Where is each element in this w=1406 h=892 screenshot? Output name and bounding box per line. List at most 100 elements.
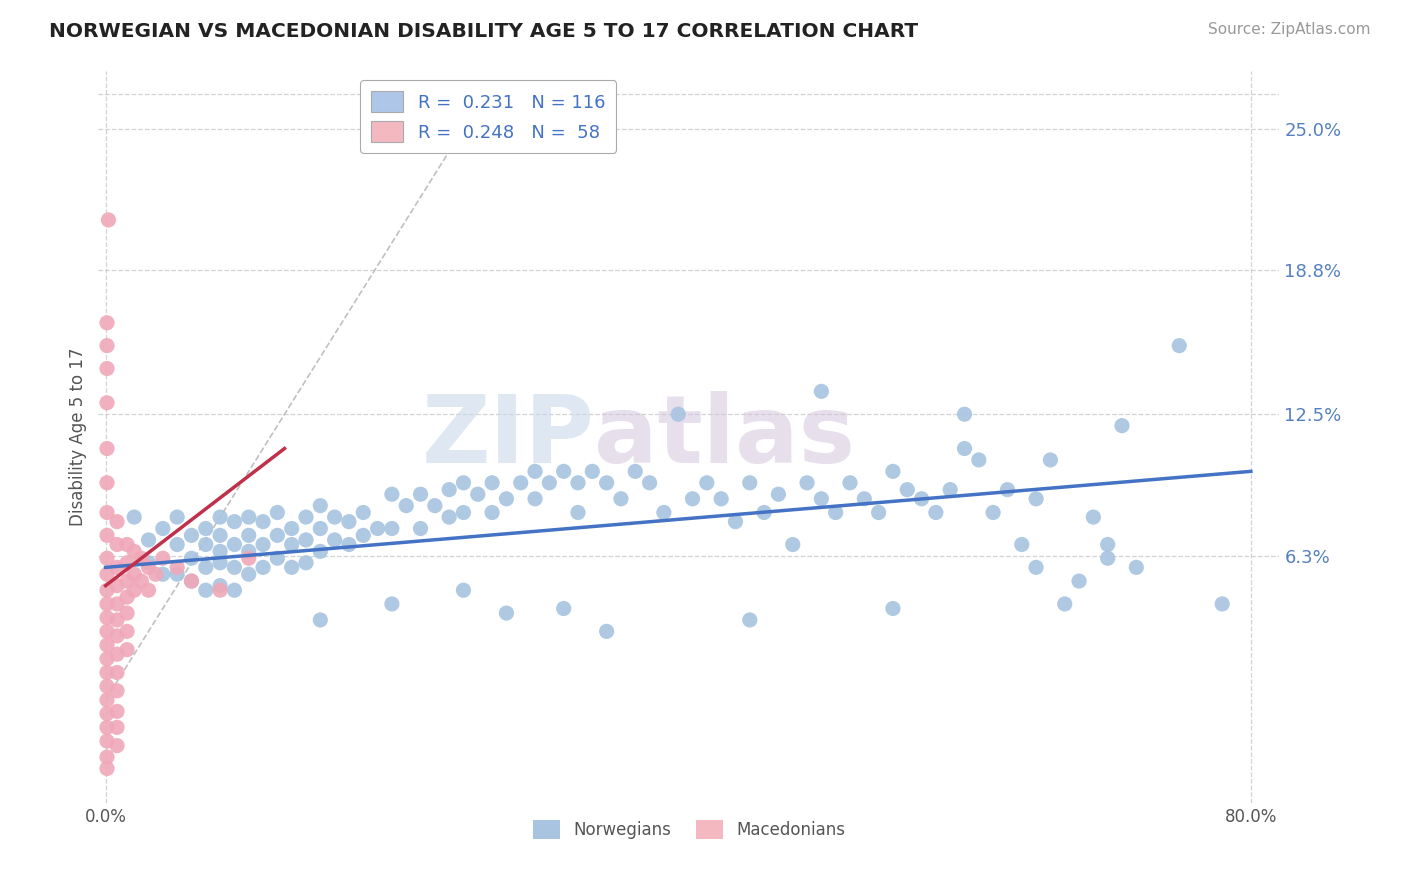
Point — [710, 491, 733, 506]
Point — [953, 442, 976, 456]
Point — [115, 574, 138, 588]
Point — [280, 537, 302, 551]
Point — [105, 629, 128, 643]
Point — [138, 560, 160, 574]
Point — [810, 491, 832, 506]
Point — [115, 642, 138, 657]
Point — [180, 574, 202, 588]
Y-axis label: Disability Age 5 to 17: Disability Age 5 to 17 — [69, 348, 87, 526]
Point — [252, 560, 274, 574]
Point — [652, 506, 675, 520]
Point — [1011, 537, 1033, 551]
Point — [166, 537, 188, 551]
Point — [105, 515, 128, 529]
Point — [295, 556, 318, 570]
Point — [810, 384, 832, 399]
Point — [939, 483, 962, 497]
Point — [581, 464, 603, 478]
Point — [997, 483, 1019, 497]
Point — [238, 551, 260, 566]
Point — [105, 683, 128, 698]
Point — [180, 528, 202, 542]
Point — [96, 693, 118, 707]
Point — [453, 475, 475, 490]
Point — [925, 506, 948, 520]
Point — [105, 705, 128, 719]
Point — [1097, 551, 1119, 566]
Point — [96, 442, 118, 456]
Point — [666, 407, 689, 421]
Point — [567, 475, 589, 490]
Text: Source: ZipAtlas.com: Source: ZipAtlas.com — [1208, 22, 1371, 37]
Point — [868, 506, 890, 520]
Point — [194, 537, 217, 551]
Point — [882, 601, 904, 615]
Point — [738, 613, 761, 627]
Point — [96, 506, 118, 520]
Point — [481, 475, 503, 490]
Point — [131, 574, 153, 588]
Point — [437, 483, 460, 497]
Point — [96, 361, 118, 376]
Point — [553, 464, 575, 478]
Point — [96, 734, 118, 748]
Text: atlas: atlas — [595, 391, 855, 483]
Point — [115, 537, 138, 551]
Point — [295, 533, 318, 547]
Point — [1111, 418, 1133, 433]
Point — [105, 537, 128, 551]
Point — [524, 491, 547, 506]
Point — [266, 551, 288, 566]
Point — [115, 590, 138, 604]
Point — [166, 567, 188, 582]
Point — [409, 487, 432, 501]
Point — [910, 491, 932, 506]
Point — [624, 464, 647, 478]
Point — [280, 560, 302, 574]
Point — [495, 491, 517, 506]
Point — [96, 679, 118, 693]
Point — [96, 610, 118, 624]
Point — [782, 537, 804, 551]
Point — [105, 597, 128, 611]
Point — [180, 574, 202, 588]
Point — [309, 521, 332, 535]
Point — [122, 544, 145, 558]
Point — [423, 499, 446, 513]
Point — [194, 521, 217, 535]
Point — [238, 510, 260, 524]
Point — [209, 556, 232, 570]
Point — [309, 613, 332, 627]
Point — [266, 506, 288, 520]
Point — [1125, 560, 1147, 574]
Point — [96, 528, 118, 542]
Point — [96, 396, 118, 410]
Point — [610, 491, 633, 506]
Point — [352, 528, 374, 542]
Point — [166, 560, 188, 574]
Point — [495, 606, 517, 620]
Legend: Norwegians, Macedonians: Norwegians, Macedonians — [526, 814, 852, 846]
Point — [96, 316, 118, 330]
Point — [882, 464, 904, 478]
Point — [96, 638, 118, 652]
Point — [209, 528, 232, 542]
Point — [553, 601, 575, 615]
Point — [896, 483, 918, 497]
Point — [194, 583, 217, 598]
Point — [953, 407, 976, 421]
Point — [453, 506, 475, 520]
Point — [1039, 453, 1062, 467]
Point — [467, 487, 489, 501]
Point — [224, 537, 246, 551]
Point — [238, 528, 260, 542]
Point — [323, 533, 346, 547]
Point — [96, 583, 118, 598]
Point — [738, 475, 761, 490]
Point — [122, 567, 145, 582]
Point — [238, 567, 260, 582]
Point — [323, 510, 346, 524]
Point — [96, 706, 118, 721]
Point — [105, 647, 128, 661]
Point — [1083, 510, 1105, 524]
